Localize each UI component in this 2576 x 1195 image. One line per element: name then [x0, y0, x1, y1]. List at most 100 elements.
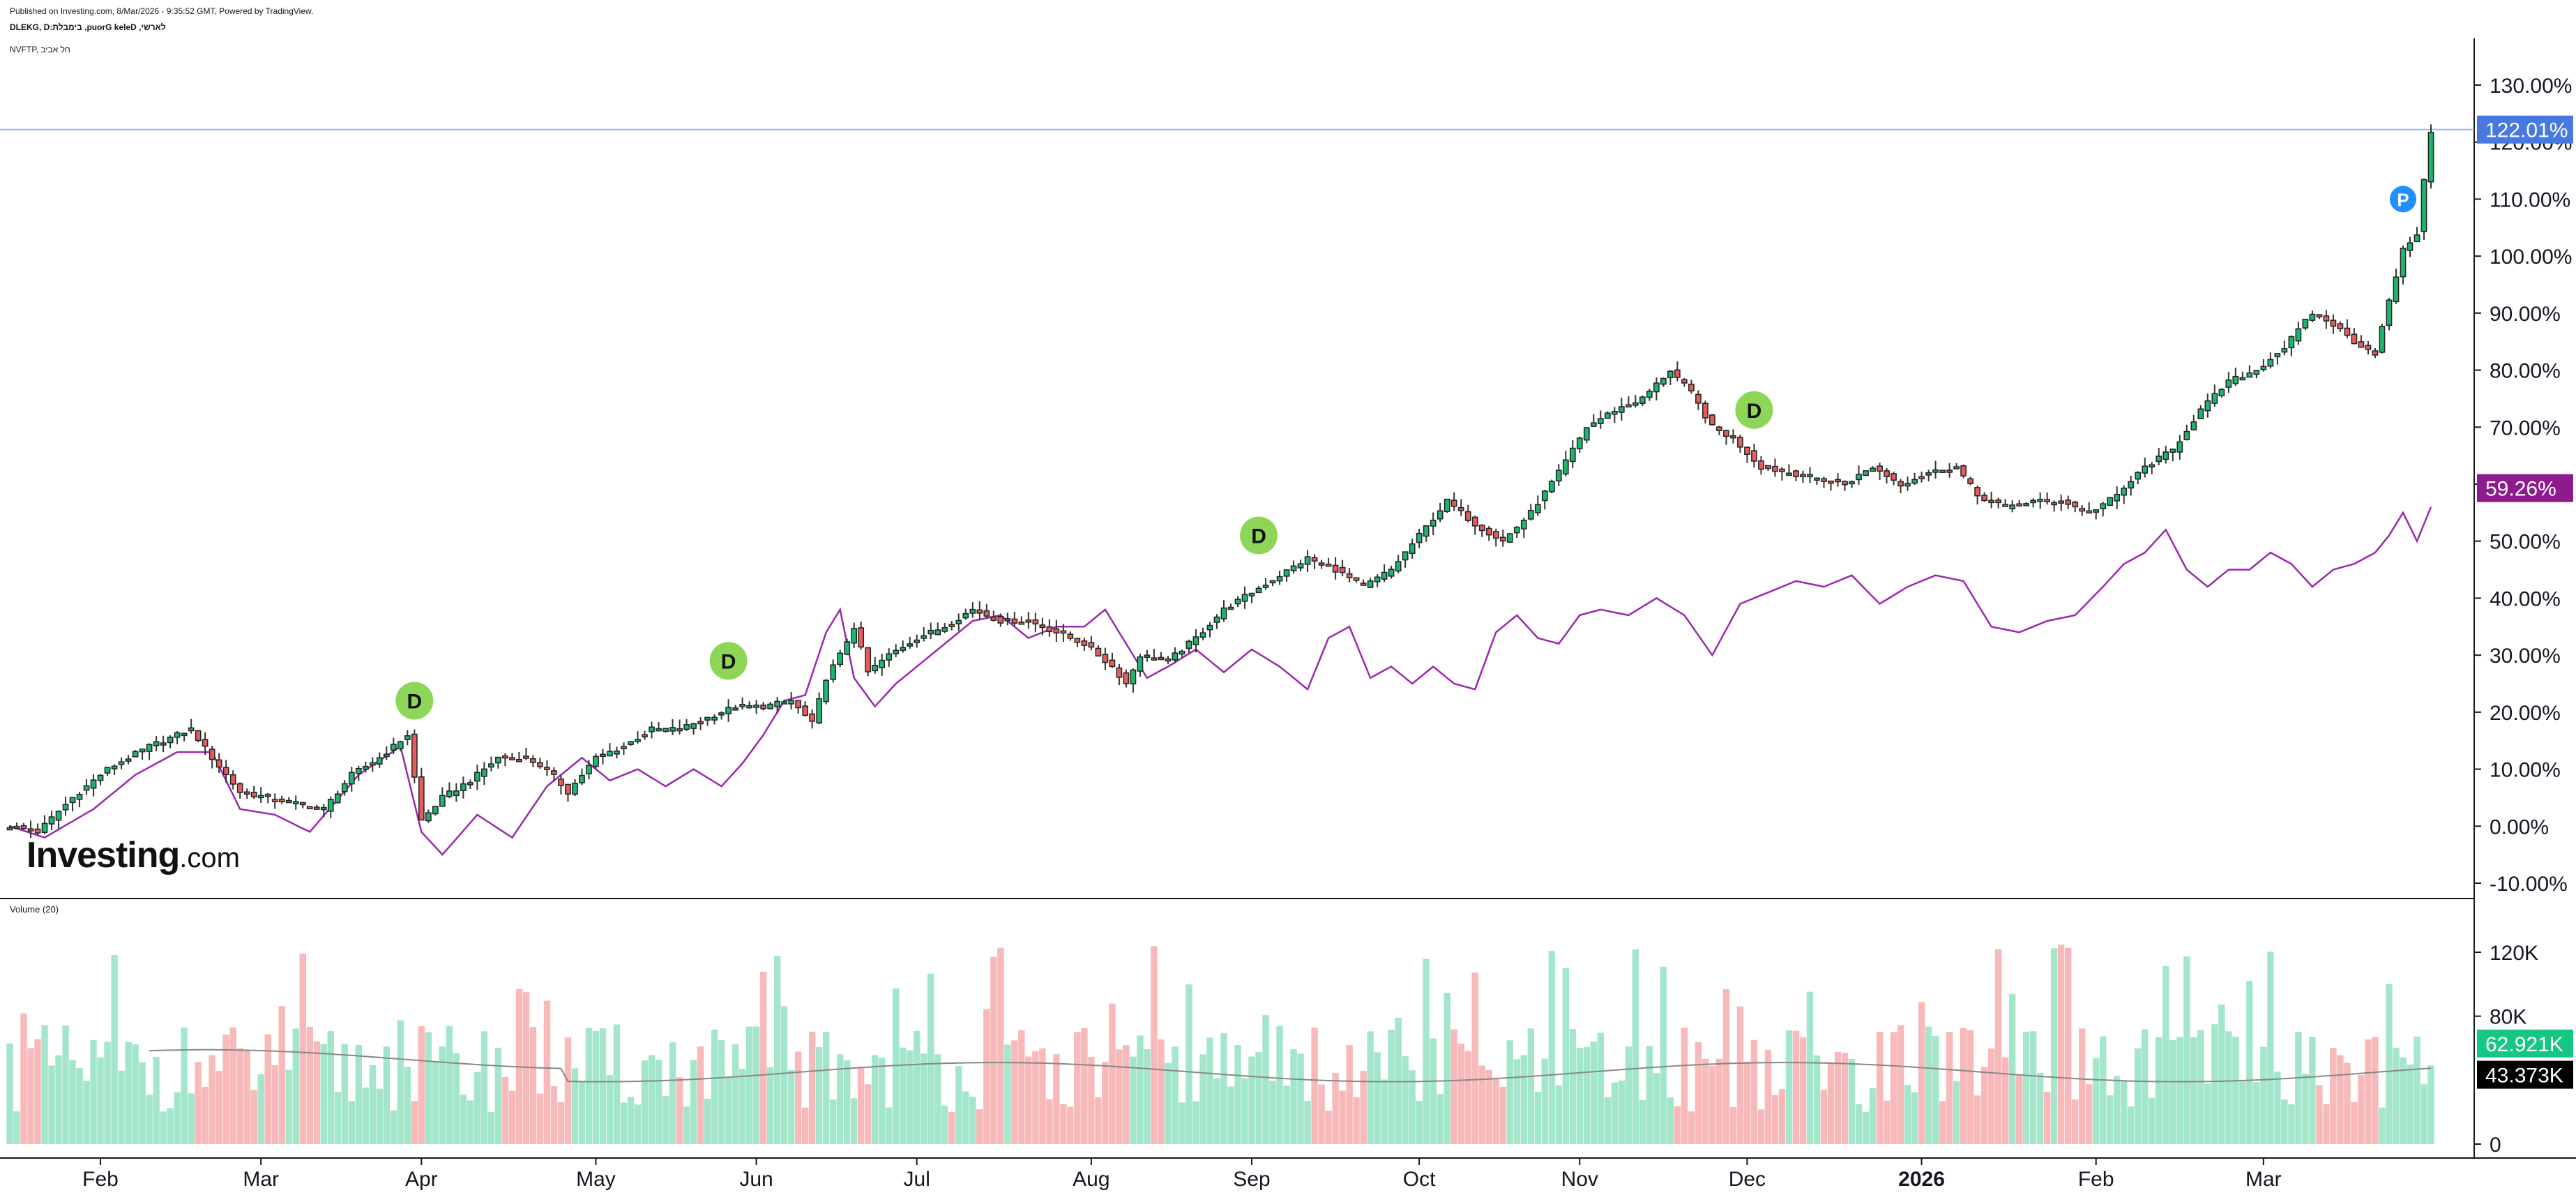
volume-bar: [2302, 1074, 2309, 1144]
volume-bar: [1506, 1040, 1513, 1144]
candle: [774, 697, 780, 714]
candle: [711, 714, 718, 725]
candle: [1032, 612, 1039, 633]
candle: [1828, 480, 1834, 491]
candle: [1904, 476, 1911, 491]
last-price-tag: 122.01%: [2477, 115, 2573, 144]
volume-bar: [1241, 1078, 1248, 1144]
candle: [690, 722, 697, 735]
volume-bar: [494, 1047, 502, 1144]
volume-bar: [613, 1024, 621, 1144]
candle: [2309, 310, 2316, 322]
volume-bar: [1639, 1099, 1646, 1144]
volume-bar: [1890, 1032, 1897, 1144]
volume-bar: [634, 1104, 642, 1144]
volume-bar: [564, 1037, 572, 1144]
volume-layer: [6, 945, 2434, 1144]
candle: [83, 779, 90, 795]
volume-bar: [34, 1039, 41, 1144]
volume-bar: [914, 1030, 920, 1144]
candle: [432, 806, 439, 816]
volume-bar: [704, 1098, 711, 1144]
svg-text:62.921K: 62.921K: [2485, 1033, 2563, 1056]
candle: [635, 731, 641, 744]
volume-bar: [48, 1065, 55, 1144]
candle: [1471, 516, 1478, 535]
candle: [955, 613, 962, 631]
candle: [125, 755, 132, 765]
candle: [439, 787, 446, 807]
candle: [872, 656, 879, 674]
candle: [495, 756, 501, 769]
volume-bar: [1374, 1052, 1381, 1144]
svg-text:D: D: [1747, 400, 1762, 423]
candle: [1304, 550, 1311, 573]
volume-bar: [2420, 1084, 2427, 1144]
candle: [1185, 639, 1192, 653]
volume-bar: [2309, 1037, 2316, 1144]
volume-bar: [2107, 1095, 2114, 1144]
candle: [1737, 435, 1743, 453]
dividend-marker[interactable]: D: [395, 682, 434, 720]
volume-bar: [1855, 1104, 1863, 1144]
volume-bar: [1562, 968, 1569, 1144]
candle: [607, 743, 613, 757]
x-tick-label: Feb: [2078, 1168, 2114, 1191]
volume-bar: [2239, 1081, 2246, 1144]
candle: [195, 730, 202, 742]
volume-bar: [1729, 1106, 1737, 1144]
volume-bar: [2079, 1028, 2086, 1144]
volume-bar: [2253, 1082, 2260, 1144]
candle: [174, 731, 181, 744]
volume-bar: [2295, 1032, 2302, 1144]
volume-bar: [397, 1020, 404, 1144]
volume-bar: [2093, 1058, 2100, 1144]
candle: [2302, 318, 2309, 331]
volume-bar: [571, 1068, 579, 1144]
candle: [1793, 469, 1799, 481]
p-marker[interactable]: P: [2389, 186, 2416, 213]
volume-bar: [1618, 1080, 1626, 1144]
volume-bar: [202, 1086, 209, 1144]
candle: [2288, 335, 2295, 356]
volume-bar: [1513, 1059, 1520, 1144]
volume-bar: [536, 1093, 544, 1144]
volume-bar: [69, 1060, 76, 1144]
y-tick-label: 100.00%: [2490, 246, 2572, 269]
volume-bar: [2400, 1057, 2407, 1144]
candle: [2197, 405, 2204, 419]
candle: [725, 699, 732, 722]
volume-bar: [718, 1039, 725, 1144]
volume-bar: [711, 1029, 718, 1144]
volume-bar: [1395, 1017, 1402, 1144]
candle: [2114, 486, 2121, 509]
candle: [1137, 654, 1144, 677]
candle: [1744, 446, 1750, 463]
x-tick-label: Feb: [82, 1168, 119, 1191]
volume-bar: [2149, 1097, 2155, 1144]
volume-bar: [90, 1039, 97, 1144]
dividend-marker[interactable]: D: [1735, 391, 1773, 429]
volume-bar: [390, 1110, 397, 1144]
volume-bar: [990, 956, 997, 1144]
volume-bar: [2050, 948, 2058, 1144]
candle: [1800, 470, 1806, 483]
candle: [579, 768, 585, 786]
volume-bar: [1848, 1058, 1856, 1144]
candle: [621, 742, 627, 756]
candle: [1060, 624, 1067, 642]
volume-bar: [2008, 993, 2016, 1144]
candle: [1674, 361, 1681, 382]
candle: [997, 613, 1004, 627]
dividend-marker[interactable]: D: [1240, 516, 1278, 555]
volume-bar: [2281, 1099, 2288, 1144]
candle: [348, 767, 355, 792]
candle: [327, 796, 334, 818]
candle: [229, 770, 236, 790]
candle: [2037, 492, 2044, 509]
dividend-marker[interactable]: D: [709, 642, 748, 680]
candle: [2239, 371, 2246, 381]
volume-bar: [2407, 1064, 2414, 1144]
candle: [2204, 393, 2211, 418]
